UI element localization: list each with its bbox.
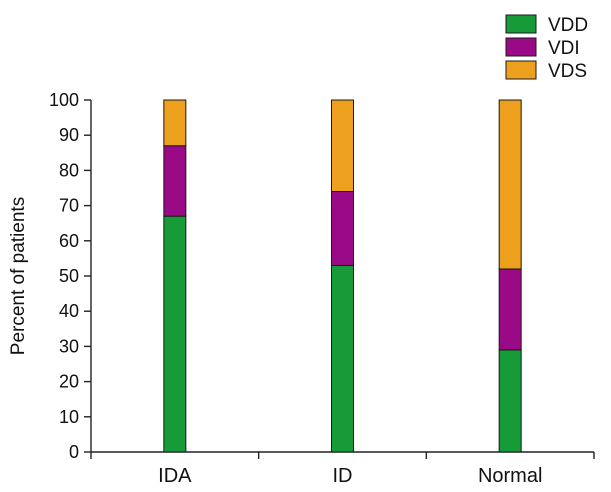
x-axis: IDA ID Normal [90, 451, 595, 487]
bars [163, 99, 522, 453]
y-tick-label: 70 [59, 196, 79, 216]
bar-vdi-ida [163, 145, 187, 217]
y-tick-label: 100 [49, 90, 79, 110]
bar-vdd-normal [498, 349, 522, 453]
bar-vdd-id [331, 264, 354, 453]
y-tick-label: 10 [59, 407, 79, 427]
bar-vdi-id [331, 191, 354, 266]
legend-swatch-vdi [505, 37, 537, 57]
legend-label-vdi: VDI [548, 38, 580, 59]
x-tick-label: Normal [478, 465, 542, 487]
bar-vds-id [331, 99, 354, 193]
bar-vds-normal [498, 99, 522, 270]
y-axis-label: Percent of patients [8, 197, 29, 355]
legend-swatch-vdd [505, 14, 537, 34]
y-tick-label: 90 [59, 125, 79, 145]
bar-vdd-ida [163, 215, 187, 453]
legend-swatch-vds [505, 60, 537, 80]
legend-label-vdd: VDD [548, 15, 588, 36]
legend-label-vds: VDS [548, 61, 587, 82]
y-tick-label: 20 [59, 372, 79, 392]
y-tick-label: 60 [59, 231, 79, 251]
bar-vds-ida [163, 99, 187, 147]
y-tick-label: 50 [59, 266, 79, 286]
x-tick-label: ID [333, 465, 353, 487]
bar-vdi-normal [498, 268, 522, 351]
y-axis: 0 10 20 30 40 50 60 70 80 90 100 [49, 90, 92, 462]
y-tick-label: 0 [69, 442, 79, 462]
y-tick-label: 40 [59, 301, 79, 321]
y-tick-label: 80 [59, 160, 79, 180]
y-tick-label: 30 [59, 336, 79, 356]
x-tick-label: IDA [158, 465, 192, 487]
